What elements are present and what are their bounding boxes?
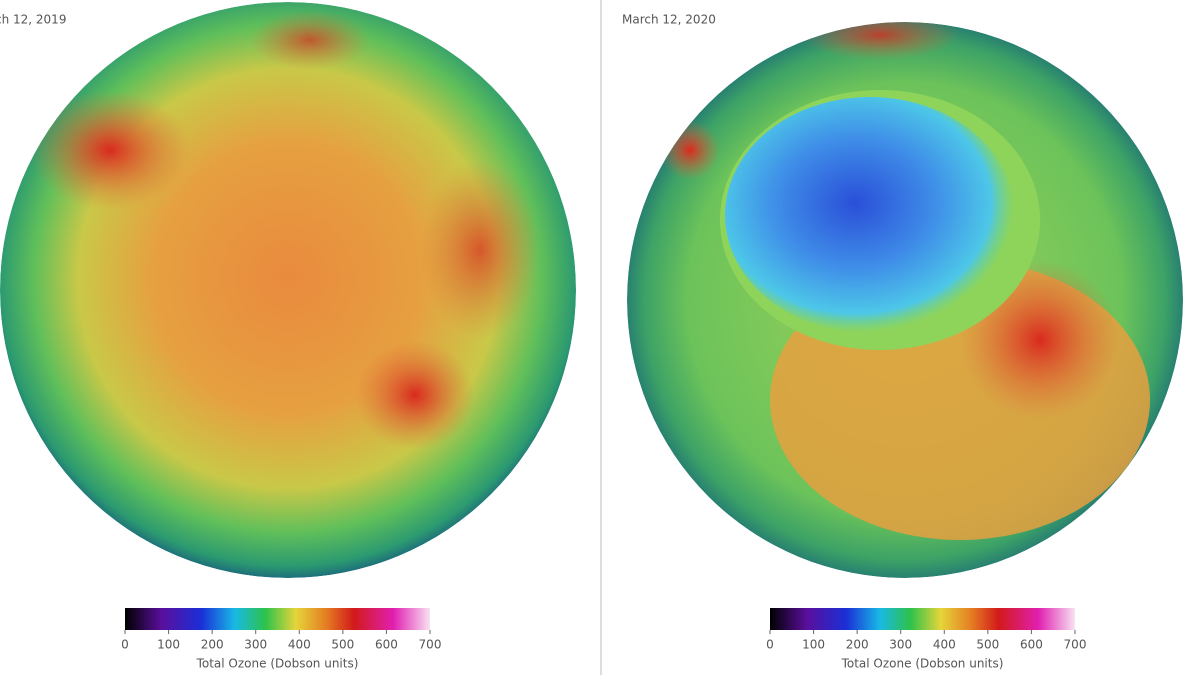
colorbar-tick-label: 0	[766, 638, 774, 652]
colorbar-gradient	[770, 608, 1075, 630]
date-label: March 12, 2020	[622, 13, 716, 27]
colorbar-tick-label: 100	[157, 638, 180, 652]
date-label: ch 12, 2019	[0, 13, 66, 27]
colorbar-tick-label: 400	[933, 638, 956, 652]
colorbar: 0 100 200 300 400 500 600 700 Total Ozone (Dobso…	[121, 608, 441, 671]
colorbar-label: Total Ozone (Dobson units)	[841, 657, 1004, 671]
colorbar-tick-label: 700	[1064, 638, 1087, 652]
globe-2019	[0, 2, 576, 578]
colorbar-tick-label: 300	[889, 638, 912, 652]
colorbar-tick-label: 600	[1020, 638, 1043, 652]
colorbar-tick-label: 700	[419, 638, 442, 652]
colorbar-tick-label: 500	[331, 638, 354, 652]
colorbar-tick-label: 200	[201, 638, 224, 652]
globe-2020	[627, 22, 1183, 578]
colorbar-tick-label: 100	[802, 638, 825, 652]
colorbar-tick-label: 300	[244, 638, 267, 652]
colorbar-label: Total Ozone (Dobson units)	[196, 657, 359, 671]
colorbar-tick-label: 600	[375, 638, 398, 652]
colorbar-tick-label: 500	[976, 638, 999, 652]
colorbar-gradient	[125, 608, 430, 630]
colorbar: 0 100 200 300 400 500 600 700 Total Ozone (Dobso…	[766, 608, 1086, 671]
colorbar-tick-label: 400	[288, 638, 311, 652]
colorbar-tick-label: 0	[121, 638, 129, 652]
colorbar-tick-label: 200	[846, 638, 869, 652]
